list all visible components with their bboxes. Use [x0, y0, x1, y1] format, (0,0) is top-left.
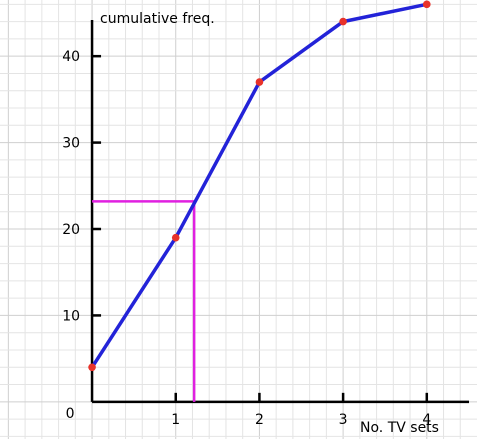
- axes: [90, 20, 469, 404]
- y-tick-label: 40: [62, 49, 80, 65]
- data-point: [88, 363, 96, 372]
- x-tick-label: 4: [422, 412, 431, 428]
- x-axis-label: No. TV sets: [360, 420, 439, 436]
- guide-lines: [92, 200, 196, 402]
- labels: 1 2 3 4 10 20 30 40 0 cumulative freq. No. TV sets: [62, 11, 439, 436]
- x-tick-label: 2: [255, 412, 264, 428]
- data-point: [171, 233, 180, 242]
- y-tick-label: 10: [62, 308, 80, 324]
- y-axis-label: cumulative freq.: [100, 11, 215, 27]
- data-point: [339, 17, 347, 26]
- x-tick-label: 1: [171, 412, 180, 428]
- y-tick-label: 20: [62, 222, 80, 238]
- data-point: [255, 78, 264, 86]
- data-point: [422, 0, 431, 9]
- series: [88, 0, 431, 372]
- y-tick-label: 30: [62, 136, 80, 152]
- origin-label: 0: [66, 406, 75, 422]
- x-tick-label: 3: [339, 412, 348, 428]
